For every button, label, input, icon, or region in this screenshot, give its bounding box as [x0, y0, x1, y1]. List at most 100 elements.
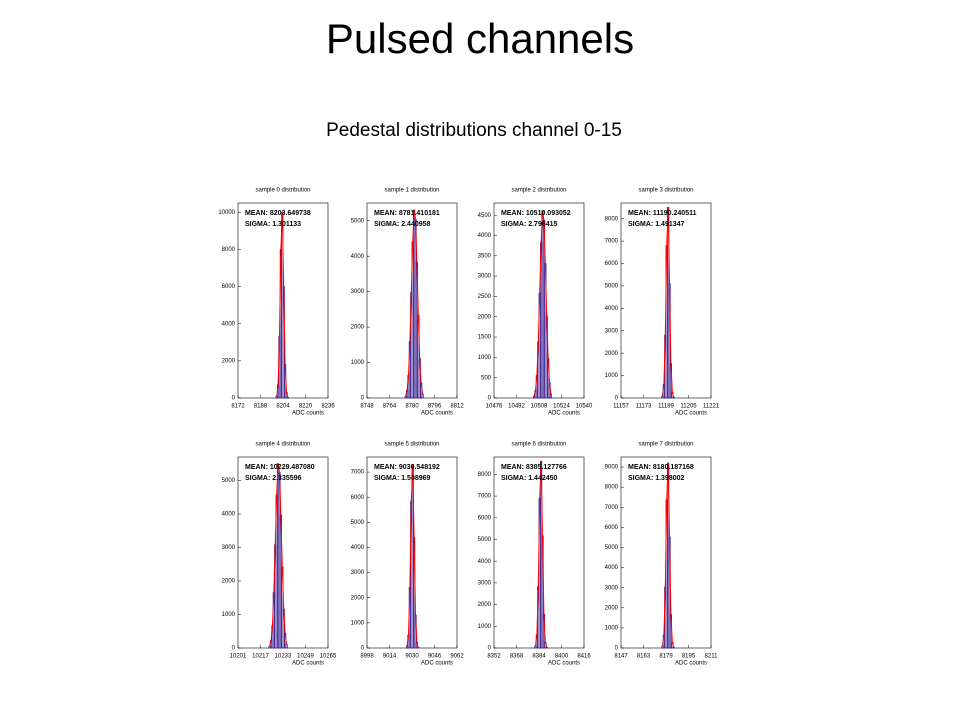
- fit-curve: [405, 210, 424, 397]
- x-axis-label: ADC counts: [548, 411, 580, 417]
- x-tick-label: 8748: [360, 404, 374, 410]
- y-tick-label: 3500: [478, 253, 492, 259]
- x-tick-label: 10233: [275, 654, 292, 660]
- y-tick-label: 4000: [605, 565, 619, 571]
- fit-curve: [533, 211, 552, 397]
- x-tick-label: 9030: [405, 654, 419, 660]
- stat-text: MEAN: 8180.187168: [628, 464, 694, 471]
- x-tick-label: 10217: [252, 654, 269, 660]
- slide-title: Pulsed channels: [326, 15, 634, 62]
- plot-title: sample 4 distribution: [255, 442, 310, 448]
- stat-text: MEAN: 11190.240511: [628, 210, 697, 217]
- y-tick-label: 5000: [351, 218, 365, 224]
- x-tick-label: 8416: [577, 654, 591, 660]
- x-tick-label: 10249: [297, 654, 314, 660]
- y-tick-label: 3000: [605, 585, 619, 591]
- x-tick-label: 8400: [555, 654, 569, 660]
- y-tick-label: 4000: [222, 321, 236, 327]
- fit-curve: [276, 212, 289, 398]
- x-tick-label: 8195: [682, 654, 696, 660]
- stat-text: MEAN: 10229.487080: [245, 464, 315, 471]
- y-tick-label: 4000: [222, 512, 236, 518]
- x-tick-label: 8780: [405, 404, 419, 410]
- stat-text: SIGMA: 2.440958: [374, 221, 431, 228]
- x-tick-label: 8163: [637, 654, 651, 660]
- stat-text: SIGMA: 1.491347: [628, 221, 685, 228]
- x-tick-label: 11189: [658, 404, 674, 410]
- plot-title: sample 7 distribution: [638, 442, 693, 448]
- x-tick-label: 9062: [450, 654, 464, 660]
- y-tick-label: 0: [615, 646, 619, 652]
- stat-text: MEAN: 10510.093052: [501, 210, 571, 217]
- x-tick-label: 8368: [510, 654, 524, 660]
- x-tick-label: 10476: [486, 404, 503, 410]
- y-tick-label: 1000: [478, 624, 492, 630]
- y-tick-label: 6000: [478, 515, 492, 521]
- y-tick-label: 3000: [222, 545, 236, 551]
- x-axis-label: ADC counts: [675, 661, 707, 667]
- x-tick-label: 8796: [428, 404, 442, 410]
- plot-title: sample 1 distribution: [384, 188, 439, 194]
- y-tick-label: 5000: [605, 284, 619, 290]
- x-axis-label: ADC counts: [292, 411, 324, 417]
- y-tick-label: 4000: [605, 306, 619, 312]
- y-tick-label: 0: [488, 646, 492, 652]
- y-tick-label: 2500: [478, 294, 492, 300]
- x-tick-label: 8352: [487, 654, 501, 660]
- stat-text: SIGMA: 2.796415: [501, 221, 558, 228]
- x-tick-label: 10540: [576, 404, 593, 410]
- y-tick-label: 6000: [222, 284, 236, 290]
- stat-text: SIGMA: 2.335596: [245, 475, 302, 482]
- y-tick-label: 3000: [478, 274, 492, 280]
- y-tick-label: 1000: [351, 620, 365, 626]
- stat-text: MEAN: 9030.548192: [374, 464, 440, 471]
- y-tick-label: 0: [615, 396, 619, 402]
- y-tick-label: 2000: [351, 595, 365, 601]
- stat-text: SIGMA: 1.442450: [501, 475, 558, 482]
- x-tick-label: 10492: [508, 404, 525, 410]
- y-tick-label: 2000: [222, 358, 236, 364]
- y-tick-label: 5000: [222, 478, 236, 484]
- x-axis-label: ADC counts: [421, 411, 453, 417]
- y-tick-label: 4000: [351, 545, 365, 551]
- fit-curve: [661, 207, 675, 398]
- x-axis-label: ADC counts: [421, 661, 453, 667]
- y-tick-label: 2000: [605, 605, 619, 611]
- y-tick-label: 5000: [351, 520, 365, 526]
- y-tick-label: 3000: [478, 580, 492, 586]
- x-tick-label: 11173: [636, 404, 652, 410]
- x-axis-label: ADC counts: [292, 661, 324, 667]
- x-tick-label: 10265: [320, 654, 337, 660]
- y-tick-label: 0: [361, 646, 365, 652]
- y-tick-label: 500: [481, 375, 492, 381]
- stat-text: MEAN: 8203.649738: [245, 210, 311, 217]
- stat-text: SIGMA: 1.398002: [628, 475, 685, 482]
- stat-text: MEAN: 8781.410181: [374, 210, 440, 217]
- y-tick-label: 1500: [478, 335, 492, 341]
- x-tick-label: 10201: [230, 654, 247, 660]
- stat-text: MEAN: 8385.127766: [501, 464, 567, 471]
- x-tick-label: 8236: [321, 404, 335, 410]
- y-tick-label: 1000: [351, 360, 365, 366]
- x-tick-label: 8998: [360, 654, 374, 660]
- x-tick-label: 8188: [254, 404, 268, 410]
- y-tick-label: 6000: [605, 525, 619, 531]
- y-tick-label: 10000: [218, 210, 235, 216]
- y-tick-label: 9000: [605, 465, 619, 471]
- x-tick-label: 8384: [532, 654, 546, 660]
- x-axis-label: ADC counts: [548, 661, 580, 667]
- y-tick-label: 2000: [222, 579, 236, 585]
- subtitle: Pedestal distributions channel 0-15: [326, 120, 622, 141]
- y-tick-label: 2000: [478, 314, 492, 320]
- x-tick-label: 8211: [705, 654, 719, 660]
- y-tick-label: 8000: [605, 485, 619, 491]
- stat-text: SIGMA: 1.301133: [245, 221, 301, 228]
- plot-title: sample 0 distribution: [255, 188, 310, 194]
- y-tick-label: 8000: [605, 216, 619, 222]
- y-tick-label: 4500: [478, 213, 492, 219]
- x-axis-label: ADC counts: [675, 411, 707, 417]
- y-tick-label: 7000: [478, 494, 492, 500]
- x-tick-label: 11157: [613, 404, 629, 410]
